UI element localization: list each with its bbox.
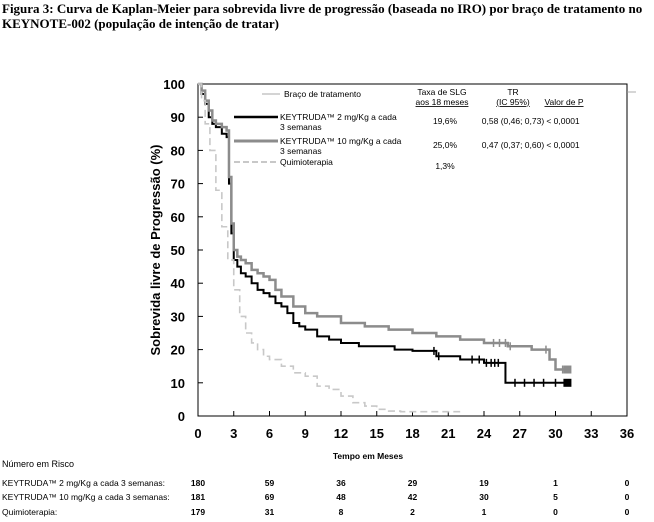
risk-value: 0 [553, 507, 558, 517]
x-tick-label: 33 [584, 426, 598, 441]
risk-value: 179 [191, 507, 205, 517]
risk-value: 31 [265, 507, 275, 517]
km-curve-2 [198, 83, 461, 413]
risk-value: 181 [191, 492, 205, 502]
legend-label: KEYTRUDA™ 2 mg/Kg a cada [280, 112, 397, 122]
risk-value: 2 [410, 507, 415, 517]
legend-label: 3 semanas [280, 146, 322, 156]
risk-value: 29 [408, 478, 418, 488]
x-tick-label: 21 [441, 426, 455, 441]
legend-tr-value: 0,58 (0,46; 0,73) [482, 116, 545, 126]
risk-row-label: KEYTRUDA™ 2 mg/Kg a cada 3 semanas: [2, 478, 165, 488]
legend-tr-value: 0,47 (0,37; 0,60) [482, 140, 545, 150]
risk-table-title: Número em Risco [2, 459, 74, 469]
risk-value: 0 [625, 507, 630, 517]
legend-slg-value: 19,6% [433, 116, 458, 126]
x-tick-label: 12 [334, 426, 348, 441]
legend-col-slg: Taxa de SLG [417, 87, 466, 97]
legend-title: Braço de tratamento [284, 89, 361, 99]
x-tick-label: 6 [266, 426, 273, 441]
risk-value: 1 [482, 507, 487, 517]
x-tick-label: 27 [513, 426, 527, 441]
legend-p-value: < 0,0001 [546, 116, 580, 126]
risk-value: 5 [553, 492, 558, 502]
risk-value: 19 [479, 478, 489, 488]
y-tick-label: 90 [171, 110, 185, 125]
legend-col-tr: (IC 95%) [496, 97, 530, 107]
risk-row-label: Quimioterapia: [2, 507, 57, 517]
risk-value: 8 [339, 507, 344, 517]
risk-value: 1 [553, 478, 558, 488]
risk-value: 36 [336, 478, 346, 488]
risk-value: 59 [265, 478, 275, 488]
risk-value: 69 [265, 492, 275, 502]
legend-col-tr: TR [507, 87, 518, 97]
x-tick-label: 30 [548, 426, 562, 441]
legend-p-value: < 0,0001 [546, 140, 580, 150]
risk-value: 30 [479, 492, 489, 502]
censor-end-marker [563, 365, 572, 374]
y-tick-label: 0 [178, 409, 185, 424]
legend-slg-value: 25,0% [433, 140, 458, 150]
risk-value: 180 [191, 478, 205, 488]
risk-value: 0 [625, 478, 630, 488]
y-tick-label: 60 [171, 210, 185, 225]
legend-label: KEYTRUDA™ 10 mg/Kg a cada [280, 136, 402, 146]
km-curve-1 [198, 82, 568, 371]
km-curve-0 [198, 83, 568, 384]
figure-title: Figura 3: Curva de Kaplan-Meier para sob… [2, 1, 643, 31]
y-tick-label: 70 [171, 177, 185, 192]
chart-censor-marks [433, 338, 572, 387]
y-tick-label: 40 [171, 276, 185, 291]
risk-value: 48 [336, 492, 346, 502]
legend-label: Quimioterapia [280, 157, 333, 167]
x-tick-label: 0 [194, 426, 201, 441]
censor-end-marker [563, 378, 572, 387]
y-axis-label: Sobrevida livre de Progressão (%) [148, 145, 163, 356]
x-tick-label: 9 [302, 426, 309, 441]
legend-col-slg: aos 18 meses [416, 97, 469, 107]
x-tick-label: 18 [405, 426, 419, 441]
risk-row-label: KEYTRUDA™ 10 mg/Kg a cada 3 semanas: [2, 492, 170, 502]
chart-axis-labels: Tempo em Meses Sobrevida livre de Progres… [148, 145, 403, 461]
risk-value: 42 [408, 492, 418, 502]
chart-series [198, 82, 568, 413]
y-tick-label: 80 [171, 143, 185, 158]
legend-slg-value: 1,3% [435, 161, 455, 171]
x-tick-label: 3 [230, 426, 237, 441]
legend-label: 3 semanas [280, 122, 322, 132]
y-tick-label: 10 [171, 376, 185, 391]
y-tick-label: 100 [163, 77, 185, 92]
x-tick-label: 36 [620, 426, 634, 441]
x-axis-label: Tempo em Meses [333, 451, 404, 461]
legend-col-p: Valor de P [544, 97, 583, 107]
risk-value: 0 [625, 492, 630, 502]
y-tick-label: 30 [171, 309, 185, 324]
risk-table: Número em Risco KEYTRUDA™ 2 mg/Kg a cada … [2, 459, 630, 517]
x-tick-label: 15 [370, 426, 384, 441]
y-tick-label: 20 [171, 343, 185, 358]
x-tick-label: 24 [477, 426, 492, 441]
y-tick-label: 50 [171, 243, 185, 258]
